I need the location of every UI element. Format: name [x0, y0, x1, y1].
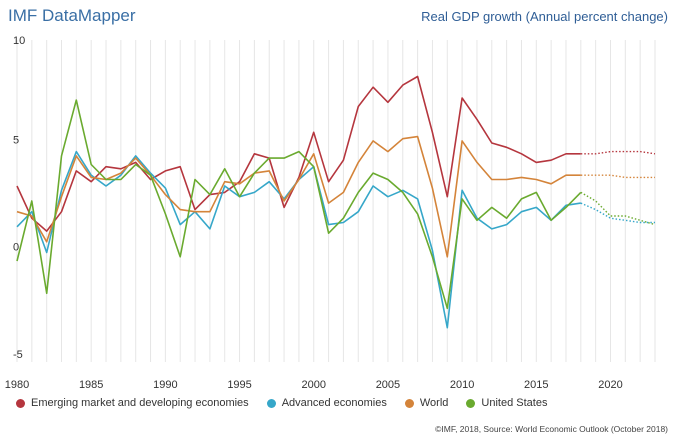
x-tick-1980: 1980 — [5, 379, 29, 391]
legend-marker — [404, 398, 414, 408]
legend-item[interactable]: United States — [466, 397, 547, 409]
series-line-0 — [16, 75, 581, 232]
x-tick-2005: 2005 — [376, 379, 400, 391]
y-tick-0: 0 — [13, 242, 19, 254]
x-tick-2010: 2010 — [450, 379, 474, 391]
legend-marker — [466, 398, 476, 408]
x-tick-1990: 1990 — [153, 379, 177, 391]
x-tick-2000: 2000 — [302, 379, 326, 391]
y-tick-10: 10 — [13, 35, 25, 47]
legend-marker — [16, 398, 25, 408]
x-tick-1995: 1995 — [227, 379, 251, 391]
legend-item[interactable]: Emerging market and developing economies — [16, 397, 249, 409]
chart-title: Real GDP growth (Annual percent change) — [421, 9, 668, 24]
series-line-2 — [16, 135, 581, 258]
series-line-3 — [16, 99, 582, 310]
grid-lines — [16, 40, 656, 362]
series-projection-0 — [580, 150, 656, 155]
series-projection-2 — [580, 174, 655, 179]
x-tick-2015: 2015 — [524, 379, 548, 391]
legend-item[interactable]: Advanced economies — [266, 397, 387, 409]
y-tick--5: -5 — [13, 349, 23, 361]
tick-labels: 1980 1985 1990 1995 2000 2005 2010 2015 2020 10 5 0… — [5, 35, 623, 391]
series-projection-1 — [580, 202, 655, 224]
source-note: ©IMF, 2018, Source: World Economic Outlo… — [435, 424, 668, 434]
legend-label: World — [419, 397, 449, 409]
x-tick-2020: 2020 — [598, 379, 622, 391]
legend: Emerging market and developing economies… — [16, 397, 547, 409]
series-projection-3 — [580, 191, 656, 226]
legend-label: United States — [481, 397, 548, 409]
legend-item[interactable]: World — [404, 397, 449, 409]
legend-marker — [266, 398, 276, 408]
legend-label: Advanced economies — [281, 397, 387, 409]
y-tick-5: 5 — [13, 134, 19, 146]
legend-label: Emerging market and developing economies — [31, 397, 249, 409]
series-lines — [16, 75, 656, 329]
x-tick-1985: 1985 — [79, 379, 103, 391]
brand-title: IMF DataMapper — [8, 6, 136, 25]
